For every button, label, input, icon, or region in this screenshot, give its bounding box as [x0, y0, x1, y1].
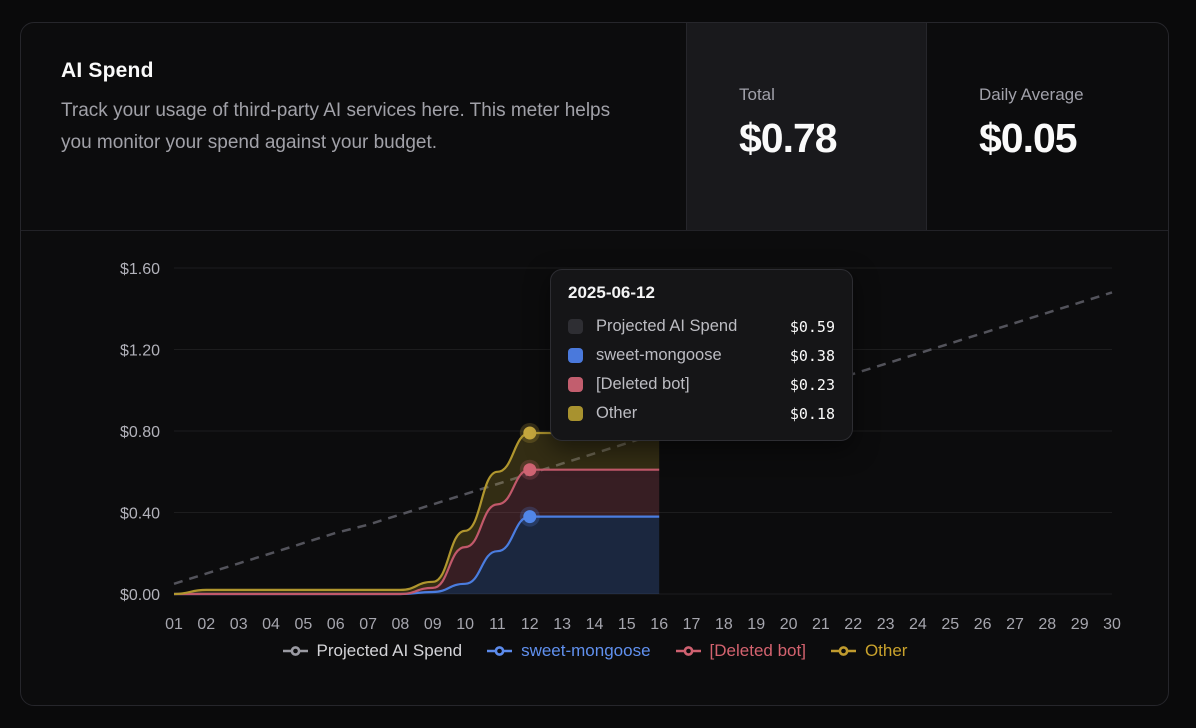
- line-dot-icon: [675, 646, 701, 656]
- stat-total-label: Total: [739, 85, 775, 104]
- svg-text:$1.60: $1.60: [120, 261, 160, 278]
- legend-item-other[interactable]: Other: [830, 641, 907, 661]
- svg-text:01: 01: [165, 616, 183, 633]
- other-swatch: [568, 406, 583, 421]
- svg-text:26: 26: [974, 616, 992, 633]
- line-dot-icon: [282, 646, 308, 656]
- svg-text:27: 27: [1006, 616, 1024, 633]
- legend-item-sweet-mongoose[interactable]: sweet-mongoose: [486, 641, 651, 661]
- svg-text:06: 06: [327, 616, 345, 633]
- tooltip-row-other: Other $0.18: [568, 399, 835, 428]
- svg-text:11: 11: [489, 616, 506, 633]
- page-title: AI Spend: [61, 59, 154, 82]
- tooltip-date: 2025-06-12: [568, 283, 655, 302]
- svg-text:15: 15: [618, 616, 636, 633]
- svg-text:04: 04: [262, 616, 280, 633]
- svg-text:22: 22: [844, 616, 862, 633]
- projected-swatch: [568, 319, 583, 334]
- stat-total-panel[interactable]: Total $0.78: [686, 23, 927, 230]
- stat-daily-average-value: $0.05: [979, 115, 1078, 161]
- svg-text:02: 02: [197, 616, 215, 633]
- svg-text:05: 05: [295, 616, 313, 633]
- svg-text:17: 17: [683, 616, 701, 633]
- svg-text:10: 10: [456, 616, 474, 633]
- svg-text:$1.20: $1.20: [120, 343, 160, 360]
- svg-text:23: 23: [877, 616, 895, 633]
- svg-text:25: 25: [941, 616, 959, 633]
- svg-text:03: 03: [230, 616, 248, 633]
- header-text-block: AI Spend Track your usage of third-party…: [21, 23, 686, 230]
- chart-tooltip: 2025-06-12 Projected AI Spend $0.59 swee…: [550, 269, 853, 441]
- svg-text:07: 07: [359, 616, 377, 633]
- svg-text:$0.00: $0.00: [120, 587, 160, 604]
- legend-item-projected[interactable]: Projected AI Spend: [282, 641, 462, 661]
- svg-text:18: 18: [715, 616, 733, 633]
- card-header: AI Spend Track your usage of third-party…: [21, 23, 1168, 231]
- legend-item-deleted-bot[interactable]: [Deleted bot]: [675, 641, 806, 661]
- deleted-bot-swatch: [568, 377, 583, 392]
- tooltip-row-projected: Projected AI Spend $0.59: [568, 312, 835, 341]
- svg-text:14: 14: [586, 616, 604, 633]
- ai-spend-card: AI Spend Track your usage of third-party…: [20, 22, 1169, 706]
- tooltip-row-sweet-mongoose: sweet-mongoose $0.38: [568, 341, 835, 370]
- stat-total-value: $0.78: [739, 115, 838, 161]
- svg-text:09: 09: [424, 616, 442, 633]
- svg-text:28: 28: [1038, 616, 1056, 633]
- chart-legend: Projected AI Spend sweet-mongoose [Delet…: [21, 641, 1168, 661]
- stat-daily-average-panel[interactable]: Daily Average $0.05: [927, 23, 1168, 230]
- line-dot-icon: [487, 646, 513, 656]
- svg-text:$0.40: $0.40: [120, 506, 160, 523]
- svg-text:16: 16: [650, 616, 668, 633]
- svg-text:29: 29: [1071, 616, 1089, 633]
- svg-text:08: 08: [392, 616, 410, 633]
- svg-text:20: 20: [780, 616, 798, 633]
- svg-text:19: 19: [747, 616, 765, 633]
- page-description: Track your usage of third-party AI servi…: [61, 100, 611, 153]
- svg-text:30: 30: [1103, 616, 1121, 633]
- svg-text:12: 12: [521, 616, 539, 633]
- chart-section: $0.00 $0.40 $0.80 $1.20 $1.60 01 02 03 04 05 06 07 0…: [21, 231, 1168, 705]
- line-dot-icon: [830, 646, 856, 656]
- svg-text:24: 24: [909, 616, 927, 633]
- svg-text:21: 21: [812, 616, 830, 633]
- stat-daily-average-label: Daily Average: [979, 85, 1084, 104]
- svg-text:13: 13: [553, 616, 571, 633]
- svg-text:$0.80: $0.80: [120, 424, 160, 441]
- sweet-mongoose-swatch: [568, 348, 583, 363]
- tooltip-row-deleted-bot: [Deleted bot] $0.23: [568, 370, 835, 399]
